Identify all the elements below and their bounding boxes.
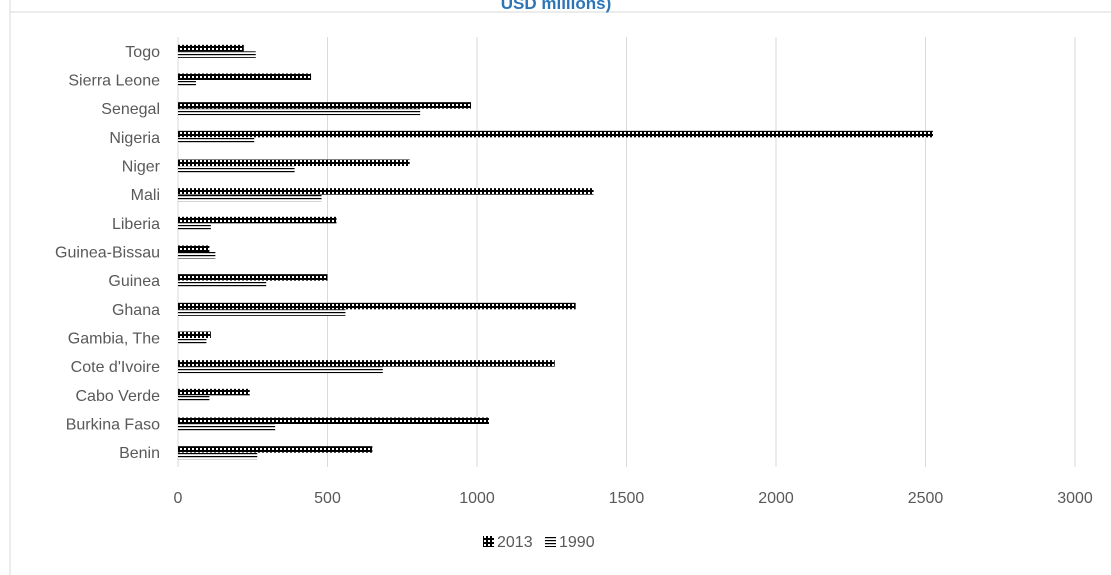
- x-tick-label: 500: [314, 490, 341, 507]
- category-label: Liberia: [112, 216, 160, 233]
- category-label: Mali: [131, 187, 160, 204]
- bars: [178, 44, 933, 460]
- bar-2013: [178, 360, 555, 367]
- category-label: Ghana: [112, 302, 160, 319]
- category-labels: Togo Sierra Leone Senegal Nigeria Niger Mali L…: [55, 44, 161, 462]
- category-label: Cabo Verde: [75, 388, 160, 405]
- bar-2013: [178, 102, 472, 109]
- bar-2013: [178, 188, 594, 195]
- legend-label: 1990: [559, 534, 595, 551]
- bar-1990: [178, 424, 276, 431]
- category-label: Togo: [125, 44, 160, 61]
- x-tick-labels: 0 500 1000 1500 2000 2500 3000: [174, 490, 1093, 507]
- bar-1990: [178, 223, 211, 230]
- bar-1990: [178, 280, 267, 288]
- bar-1990: [178, 309, 346, 316]
- bar-2013: [178, 331, 211, 338]
- x-tick-label: 2000: [758, 490, 794, 507]
- bar-1990: [178, 338, 207, 345]
- category-label: Niger: [122, 159, 161, 176]
- category-label: Sierra Leone: [68, 73, 160, 90]
- category-label: Guinea: [108, 273, 160, 290]
- bar-1990: [178, 452, 258, 460]
- bar-2013: [178, 446, 373, 453]
- category-label: Nigeria: [109, 130, 160, 147]
- bar-2013: [178, 417, 489, 424]
- bar-1990: [178, 252, 216, 259]
- bar-2013: [178, 274, 328, 281]
- bar-2013: [178, 216, 337, 224]
- x-tick-label: 1000: [459, 490, 495, 507]
- legend: 2013 1990: [483, 534, 595, 551]
- x-tick-label: 1500: [609, 490, 645, 507]
- bar-2013: [178, 388, 250, 396]
- bar-1990: [178, 137, 255, 144]
- category-label: Benin: [119, 445, 160, 462]
- x-tick-label: 0: [174, 490, 183, 507]
- legend-label: 2013: [497, 534, 533, 551]
- category-label: Gambia, The: [68, 331, 160, 348]
- bar-2013: [178, 73, 312, 80]
- bar-1990: [178, 166, 295, 173]
- bar-2013: [178, 159, 410, 166]
- bar-2013: [178, 245, 210, 252]
- chart-title: USD millions): [501, 0, 612, 13]
- bar-2013: [178, 130, 933, 138]
- bar-2013: [178, 302, 576, 310]
- gridlines: [177, 37, 1076, 467]
- bar-1990: [178, 108, 421, 116]
- legend-swatch: [545, 536, 556, 547]
- bar-1990: [178, 395, 210, 402]
- bar-1990: [178, 194, 322, 202]
- bar-1990: [178, 51, 256, 58]
- category-label: Burkina Faso: [66, 417, 160, 434]
- category-label: Guinea-Bissau: [55, 245, 160, 262]
- x-tick-label: 3000: [1057, 490, 1093, 507]
- category-label: Cote d'Ivoire: [71, 359, 160, 376]
- legend-swatch: [483, 536, 494, 547]
- category-label: Senegal: [101, 101, 160, 118]
- bar-1990: [178, 80, 196, 87]
- bar-1990: [178, 366, 383, 374]
- x-tick-label: 2500: [908, 490, 944, 507]
- bar-2013: [178, 44, 244, 52]
